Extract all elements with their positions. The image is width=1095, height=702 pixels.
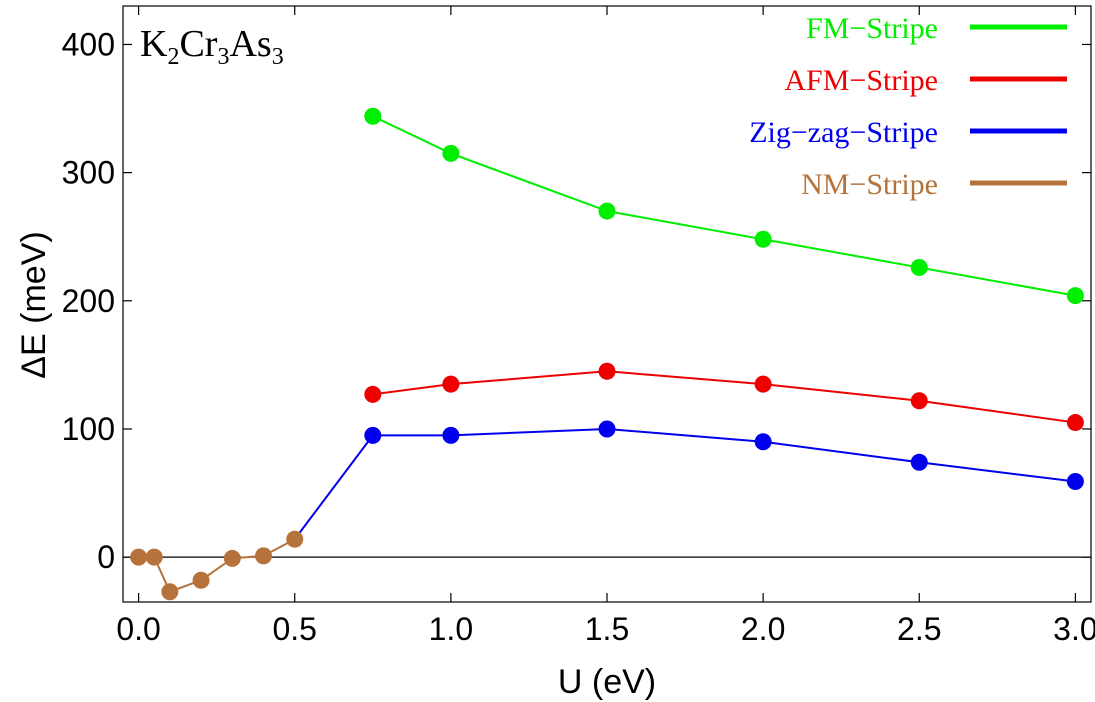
legend-label: FM−Stripe bbox=[806, 12, 938, 45]
data-point bbox=[1066, 414, 1084, 432]
series-line bbox=[372, 370, 1076, 424]
data-point bbox=[364, 385, 382, 403]
plot-frame bbox=[122, 5, 1092, 603]
data-point bbox=[130, 548, 148, 566]
data-point bbox=[223, 549, 241, 567]
y-tick-label: 200 bbox=[62, 283, 115, 319]
x-tick-label: 0.0 bbox=[116, 611, 160, 647]
y-tick-label: 100 bbox=[62, 411, 115, 447]
data-point bbox=[255, 547, 273, 565]
y-tick-label: 400 bbox=[62, 26, 115, 62]
y-axis-title: ΔE (meV) bbox=[15, 231, 53, 378]
data-point bbox=[442, 144, 460, 162]
data-point bbox=[910, 453, 928, 471]
data-point bbox=[364, 426, 382, 444]
y-tick-label: 300 bbox=[62, 155, 115, 191]
series-line bbox=[138, 538, 296, 594]
data-point bbox=[754, 230, 772, 248]
data-point bbox=[598, 202, 616, 220]
data-point bbox=[442, 375, 460, 393]
x-tick-label: 1.0 bbox=[429, 611, 473, 647]
data-point bbox=[1066, 473, 1084, 491]
data-point bbox=[598, 420, 616, 438]
legend: FM−Stripe AFM−Stripe Zig−zag−Stripe NM−Stri… bbox=[749, 12, 1067, 201]
series-line bbox=[293, 427, 1076, 540]
legend-label: Zig−zag−Stripe bbox=[749, 116, 938, 149]
x-axis-title: U (eV) bbox=[558, 663, 656, 701]
data-point bbox=[598, 362, 616, 380]
legend-label: AFM−Stripe bbox=[784, 64, 938, 97]
x-tick-label: 3.0 bbox=[1053, 611, 1095, 647]
data-point bbox=[192, 571, 210, 589]
data-point bbox=[364, 107, 382, 125]
data-point bbox=[1066, 287, 1084, 305]
x-tick-label: 2.0 bbox=[741, 611, 785, 647]
series-line bbox=[372, 115, 1076, 297]
data-point bbox=[145, 548, 163, 566]
ticks-layer: 0.0 0.5 1.0 1.5 2.0 2.5 3.0 0 100 200 300 400 bbox=[62, 6, 1095, 647]
x-tick-label: 1.5 bbox=[585, 611, 629, 647]
data-point bbox=[910, 258, 928, 276]
data-point bbox=[161, 583, 179, 601]
data-point bbox=[286, 530, 304, 548]
series-layer bbox=[130, 107, 1084, 601]
x-tick-label: 0.5 bbox=[272, 611, 316, 647]
y-tick-label: 0 bbox=[97, 539, 115, 575]
x-tick-label: 2.5 bbox=[897, 611, 941, 647]
data-point bbox=[910, 392, 928, 410]
legend-label: NM−Stripe bbox=[801, 168, 938, 201]
material-label: K2Cr3As3 bbox=[140, 23, 284, 70]
data-point bbox=[754, 433, 772, 451]
data-point bbox=[754, 375, 772, 393]
data-point bbox=[442, 426, 460, 444]
